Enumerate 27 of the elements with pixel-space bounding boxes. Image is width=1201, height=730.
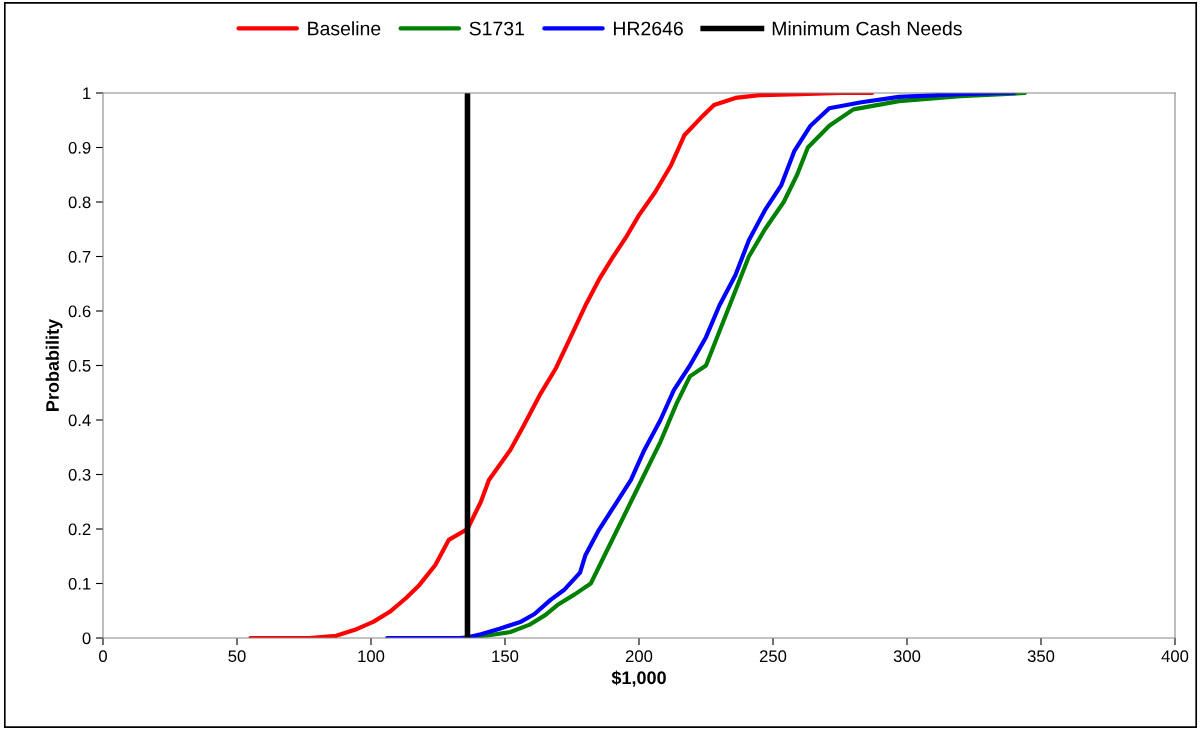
y-tick-label: 0.2 [68, 523, 91, 536]
x-tick-label: 0 [99, 650, 107, 663]
legend-label: HR2646 [613, 21, 683, 36]
x-tick-label: 300 [893, 650, 921, 663]
y-axis-title: Probability [45, 318, 63, 411]
x-tick-label: 350 [1027, 650, 1055, 663]
legend-label: S1731 [469, 21, 524, 36]
x-tick-label: 400 [1161, 650, 1189, 663]
x-axis-title: $1,000 [611, 670, 666, 687]
x-tick-label: 150 [492, 650, 519, 663]
y-tick-label: 0.8 [68, 196, 91, 209]
x-tick-label: 100 [358, 650, 385, 663]
y-tick-label: 0.3 [68, 468, 91, 481]
x-tick-label: 50 [228, 650, 246, 663]
y-tick-label: 0.9 [68, 141, 91, 154]
y-tick-label: 0.7 [68, 250, 91, 263]
y-tick-label: 0.5 [68, 359, 91, 372]
y-tick-label: 1 [83, 87, 91, 100]
legend-label: Minimum Cash Needs [772, 21, 962, 36]
x-tick-label: 250 [759, 650, 787, 663]
y-tick-label: 0 [82, 632, 91, 645]
y-tick-label: 0.1 [68, 577, 91, 590]
legend-label: Baseline [308, 21, 381, 36]
x-tick-label: 200 [625, 650, 653, 663]
line-series [248, 93, 875, 638]
y-tick-label: 0.6 [68, 305, 91, 318]
y-tick-label: 0.4 [68, 414, 91, 427]
